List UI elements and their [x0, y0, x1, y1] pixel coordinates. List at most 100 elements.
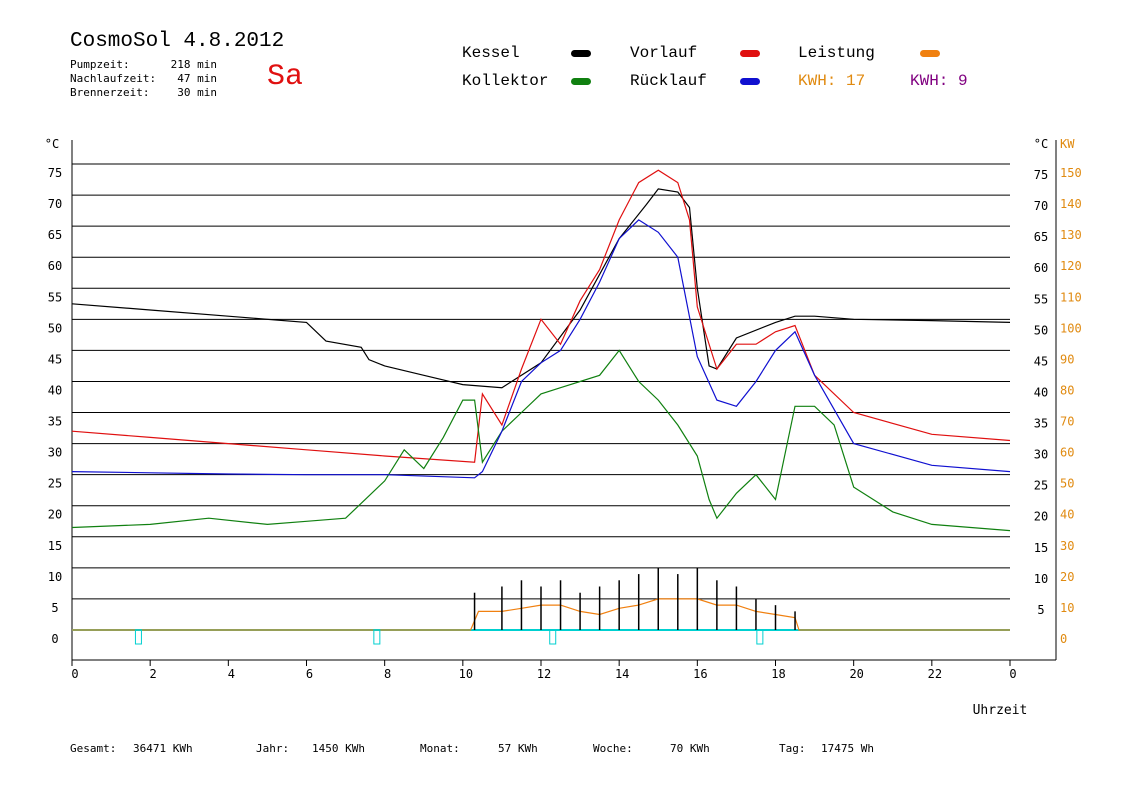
y-tick-left-50: 50 [48, 321, 62, 335]
weekday-label: Sa [267, 60, 304, 94]
y-tick-right-temp-55: 55 [1034, 292, 1048, 306]
y-tick-left-45: 45 [48, 352, 62, 366]
y-tick-right-kw-0: 0 [1060, 632, 1067, 646]
y-tick-right-kw-30: 30 [1060, 539, 1074, 553]
y-tick-right-temp-65: 65 [1034, 230, 1048, 244]
x-tick-label-7: 14 [615, 667, 629, 681]
y-tick-right-kw-130: 130 [1060, 228, 1082, 242]
stat-value-brennerzeit: 30 min [177, 86, 217, 99]
x-tick-label-0: 0 [71, 667, 78, 681]
legend-swatch-leistung [920, 50, 940, 57]
y-tick-right-temp-30: 30 [1034, 448, 1048, 462]
y-tick-right-temp-20: 20 [1034, 510, 1048, 524]
x-tick-label-5: 10 [459, 667, 473, 681]
y-tick-left-75: 75 [48, 166, 62, 180]
x-tick-label-2: 4 [228, 667, 235, 681]
y-tick-right-kw-60: 60 [1060, 446, 1074, 460]
y-tick-left-55: 55 [48, 290, 62, 304]
stat-label-pumpzeit: Pumpzeit: [70, 58, 130, 71]
y-tick-left-25: 25 [48, 477, 62, 491]
footer-label-jahr: Jahr: [256, 742, 290, 755]
legend-label-kessel: Kessel [462, 44, 520, 62]
y-tick-right-kw-50: 50 [1060, 477, 1074, 491]
y-tick-right-temp-60: 60 [1034, 261, 1048, 275]
legend-label-kollektor: Kollektor [462, 72, 549, 90]
footer-label-tag: Tag: [779, 742, 806, 755]
y-tick-right-temp-45: 45 [1034, 354, 1048, 368]
legend-kwh-orange: KWH: 17 [798, 72, 866, 90]
footer-value-woche: 70 KWh [670, 742, 710, 755]
y-tick-right-kw-90: 90 [1060, 352, 1074, 366]
x-tick-label-11: 22 [928, 667, 942, 681]
footer-value-monat: 57 KWh [498, 742, 538, 755]
y-tick-left-10: 10 [48, 570, 62, 584]
y-tick-right-kw-80: 80 [1060, 383, 1074, 397]
series-line-rücklauf [71, 219, 1011, 479]
y-tick-left-30: 30 [48, 446, 62, 460]
y-tick-left-65: 65 [48, 228, 62, 242]
legend-swatch-kessel [571, 50, 591, 57]
y-axis-label-right-kw: KW [1060, 137, 1075, 151]
y-tick-left-60: 60 [48, 259, 62, 273]
x-axis-label: Uhrzeit [973, 703, 1028, 718]
y-tick-right-temp-15: 15 [1034, 541, 1048, 555]
series-line-kollektor [71, 349, 1011, 532]
y-tick-left-70: 70 [48, 197, 62, 211]
y-tick-right-kw-150: 150 [1060, 166, 1082, 180]
series-line-kessel [71, 188, 1011, 389]
legend-kwh-purple: KWH: 9 [910, 72, 968, 90]
footer-label-gesamt: Gesamt: [70, 742, 117, 755]
footer-value-tag: 17475 Wh [821, 742, 874, 755]
y-tick-right-temp-70: 70 [1034, 199, 1048, 213]
x-tick-label-1: 2 [150, 667, 157, 681]
stat-value-pumpzeit: 218 min [170, 58, 217, 71]
y-tick-right-kw-40: 40 [1060, 508, 1074, 522]
stat-label-brennerzeit: Brennerzeit: [70, 86, 150, 99]
legend-swatch-vorlauf [740, 50, 760, 57]
legend-label-vorlauf: Vorlauf [630, 44, 698, 62]
legend-label-leistung: Leistung [798, 44, 875, 62]
pump-marker-3 [756, 629, 764, 645]
y-tick-left-40: 40 [48, 383, 62, 397]
legend-label-ruecklauf: Rücklauf [630, 72, 707, 90]
pump-marker-2 [549, 629, 557, 645]
y-tick-right-kw-20: 20 [1060, 570, 1074, 584]
y-tick-left-35: 35 [48, 415, 62, 429]
y-tick-right-temp-50: 50 [1034, 323, 1048, 337]
y-tick-right-kw-70: 70 [1060, 415, 1074, 429]
footer-label-woche: Woche: [593, 742, 633, 755]
y-tick-right-kw-140: 140 [1060, 197, 1082, 211]
y-tick-right-kw-110: 110 [1060, 290, 1082, 304]
chart-title: CosmoSol 4.8.2012 [70, 30, 285, 53]
x-tick-label-8: 16 [693, 667, 707, 681]
x-tick-label-10: 20 [849, 667, 863, 681]
y-tick-right-temp-10: 10 [1034, 572, 1048, 586]
y-tick-left-15: 15 [48, 539, 62, 553]
y-tick-right-temp-75: 75 [1034, 168, 1048, 182]
stat-value-nachlaufzeit: 47 min [177, 72, 217, 85]
stat-label-nachlaufzeit: Nachlaufzeit: [70, 72, 157, 85]
footer-value-gesamt: 36471 KWh [133, 742, 193, 755]
y-tick-right-kw-120: 120 [1060, 259, 1082, 273]
y-tick-left-5: 5 [51, 601, 58, 615]
y-tick-right-temp-25: 25 [1034, 479, 1048, 493]
y-tick-right-temp-40: 40 [1034, 385, 1048, 399]
pump-marker-1 [373, 629, 381, 645]
x-tick-label-6: 12 [537, 667, 551, 681]
x-tick-label-4: 8 [384, 667, 391, 681]
y-tick-right-temp-5: 5 [1037, 603, 1044, 617]
y-tick-left-0: 0 [51, 632, 58, 646]
x-tick-label-3: 6 [306, 667, 313, 681]
y-tick-right-kw-100: 100 [1060, 321, 1082, 335]
series-line-vorlauf [71, 169, 1011, 463]
y-tick-right-kw-10: 10 [1060, 601, 1074, 615]
y-axis-label-right-temp: °C [1034, 137, 1048, 151]
pump-marker-0 [134, 629, 142, 645]
legend-swatch-ruecklauf [740, 78, 760, 85]
legend-swatch-kollektor [571, 78, 591, 85]
y-tick-right-temp-35: 35 [1034, 417, 1048, 431]
y-tick-left-20: 20 [48, 508, 62, 522]
x-tick-label-9: 18 [771, 667, 785, 681]
x-tick-label-12: 0 [1009, 667, 1016, 681]
